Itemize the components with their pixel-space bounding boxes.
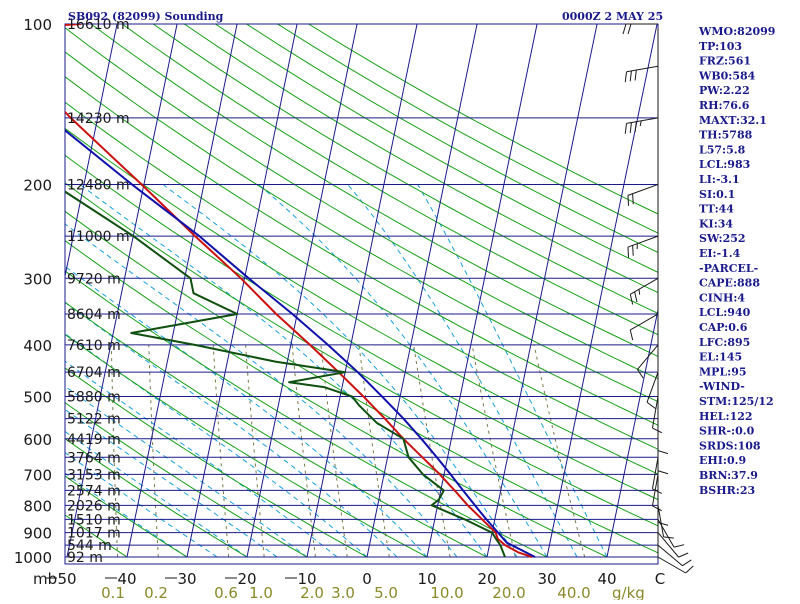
pressure-tick-label: 300 (23, 270, 52, 288)
index-item: LCL:940 (699, 306, 751, 319)
pressure-tick-label: 400 (23, 337, 52, 355)
pressure-tick-label: 800 (23, 497, 52, 515)
time-title: 0000Z 2 MAY 25 (562, 10, 663, 23)
index-item: MPL:95 (699, 365, 747, 378)
index-item: -PARCEL- (699, 262, 758, 275)
index-item: PW:2.22 (699, 84, 750, 97)
index-item: -WIND- (699, 380, 745, 393)
temperature-tick-label: 30 (177, 570, 196, 588)
temperature-tick-label: 30 (537, 570, 556, 588)
index-item: RH:76.6 (699, 99, 750, 112)
wind-barb-flag (633, 245, 634, 255)
height-label: 6704 m (67, 365, 121, 381)
index-item: EI:-1.4 (699, 247, 741, 260)
index-item: SHR-:0.0 (699, 425, 755, 438)
height-label: 92 m (67, 550, 103, 566)
mixing-ratio-label: 0.2 (144, 584, 168, 600)
mixing-ratio-label: 0.1 (101, 584, 125, 600)
index-item: LCL:983 (699, 158, 750, 171)
height-label: 9720 m (67, 271, 121, 287)
pressure-unit-label: mb (33, 570, 57, 588)
index-item: WMO:82099 (698, 25, 775, 38)
index-item: SI:0.1 (699, 188, 735, 201)
mixing-ratio-label: 3.0 (331, 584, 355, 600)
height-label: 3153 m (67, 467, 121, 483)
index-item: KI:34 (699, 217, 733, 230)
wind-barb-flag (628, 247, 629, 257)
index-item: WB0:584 (698, 69, 756, 82)
height-label: 4419 m (67, 432, 121, 448)
height-label: 3764 m (67, 450, 121, 466)
index-item: TH:5788 (699, 129, 753, 142)
pressure-tick-label: 500 (23, 389, 52, 407)
index-item: L57:5.8 (699, 143, 746, 156)
mixing-ratio-label: 20.0 (492, 584, 525, 600)
pressure-tick-label: 200 (23, 176, 52, 194)
index-item: EL:145 (699, 351, 742, 364)
index-item: SW:252 (699, 232, 746, 245)
index-item: MAXT:32.1 (699, 114, 767, 127)
height-label: 14230 m (67, 111, 130, 127)
mixing-ratio-label: 40.0 (557, 584, 590, 600)
height-label: 5880 m (67, 390, 121, 406)
pressure-tick-label: 600 (23, 431, 52, 449)
index-item: LI:-3.1 (699, 173, 740, 186)
index-item: TT:44 (699, 203, 734, 216)
index-item: FRZ:561 (699, 55, 751, 68)
index-item: CAPE:888 (699, 277, 760, 290)
height-label: 8604 m (67, 307, 121, 323)
index-item: SRDS:108 (699, 439, 761, 452)
mixing-ratio-unit-label: g/kg (612, 584, 645, 600)
height-label: 11000 m (67, 229, 130, 245)
wind-barb-flag (628, 195, 629, 205)
index-item: BSHR:23 (699, 484, 755, 497)
index-item: BRN:37.9 (699, 469, 758, 482)
mixing-ratio-label: 1.0 (249, 584, 273, 600)
index-item: HEL:122 (699, 410, 753, 423)
pressure-tick-label: 100 (23, 16, 52, 34)
index-item: TP:103 (699, 40, 742, 53)
index-item: EHI:0.9 (699, 454, 746, 467)
mixing-ratio-label: 10.0 (430, 584, 463, 600)
index-item: CAP:0.6 (699, 321, 748, 334)
station-title: SB092 (82099) Sounding (68, 10, 224, 23)
height-label: 12480 m (67, 177, 130, 193)
mixing-ratio-label: 5.0 (374, 584, 398, 600)
temperature-tick-label: C (655, 570, 665, 588)
temperature-tick-label: 50 (57, 570, 76, 588)
height-label: 2574 m (67, 483, 121, 499)
mixing-ratio-label: 0.6 (214, 584, 238, 600)
pressure-tick-label: 700 (23, 466, 52, 484)
index-item: LFC:895 (699, 336, 750, 349)
wind-barb-flag (633, 194, 634, 204)
height-label: 5122 m (67, 412, 121, 428)
index-item: STM:125/12 (699, 395, 774, 408)
temperature-tick-label: 0 (362, 570, 372, 588)
height-label: 7610 m (67, 338, 121, 354)
pressure-tick-label: 900 (23, 525, 52, 543)
pressure-tick-label: 1000 (14, 549, 52, 567)
mixing-ratio-label: 2.0 (300, 584, 324, 600)
index-item: CINH:4 (699, 291, 745, 304)
